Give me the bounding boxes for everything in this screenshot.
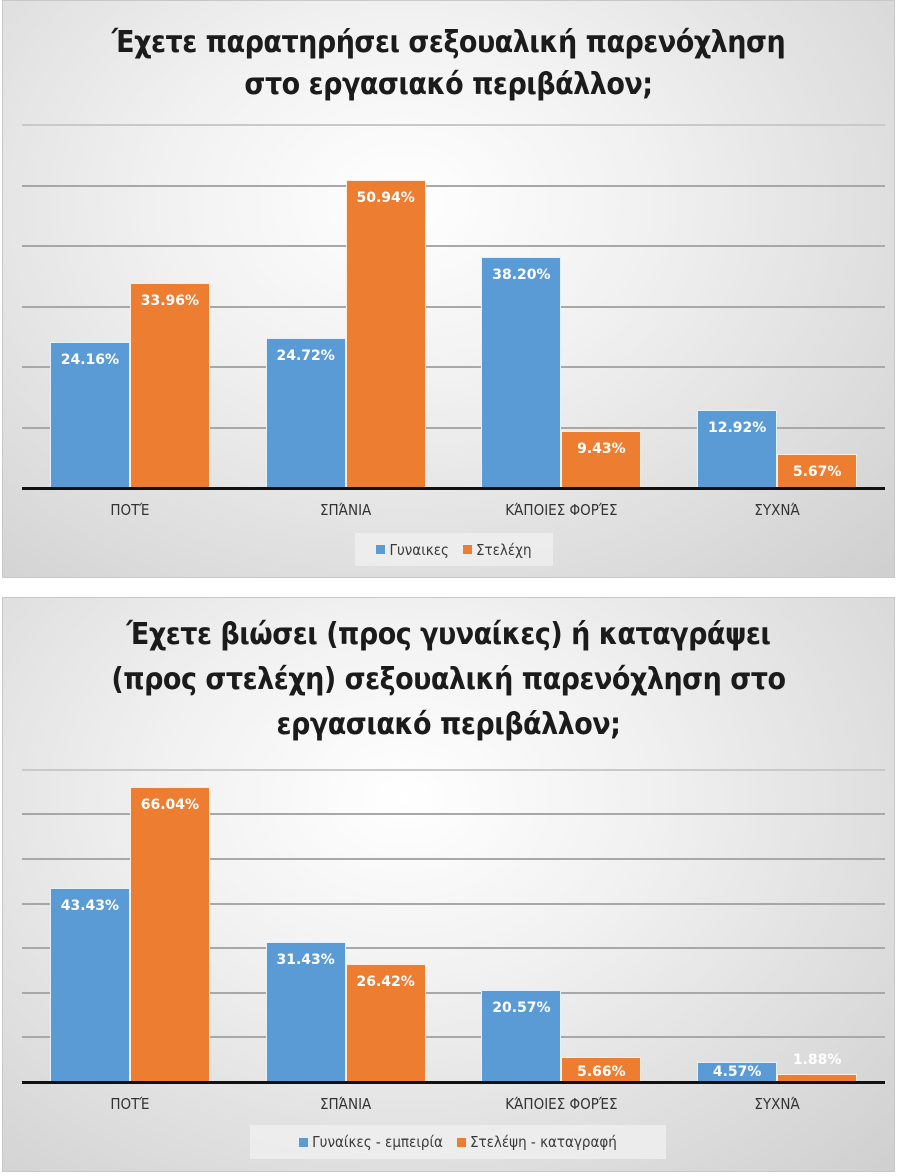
category-label: ΣΥΧΝΆ [754,501,800,519]
gridline [22,858,885,860]
data-label: 5.66% [577,1064,626,1080]
category-label: ΣΠΆΝΙΑ [319,1095,372,1113]
chart-title-line: εργασιακό περιβάλλον; [276,707,621,742]
gridline [22,426,885,429]
gridline [22,1036,885,1039]
data-label: 9.43% [577,440,626,457]
gridline [22,366,885,368]
data-label: 43.43% [60,898,120,915]
legend-item-executives: Στελέχη [462,540,532,559]
data-label: 24.72% [276,348,335,365]
data-label: 66.04% [140,797,200,814]
data-label: 33.96% [140,292,200,309]
data-label: 31.43% [276,951,335,968]
bar [561,430,642,488]
data-label: 50.94% [356,189,415,206]
bar [129,787,210,1082]
bar [129,282,210,488]
category-label: ΠΟΤΈ [110,1095,150,1113]
legend-label: Στελέχη [475,540,532,559]
chart-panel-experienced: Έχετε βιώσει (προς γυναίκες) ή καταγράψε… [2,597,895,1172]
legend-label: Στελέψη - καταγραφή [469,1133,617,1151]
bar [777,1073,858,1082]
bar [481,990,562,1082]
bar [345,964,426,1082]
chart-panel-observed: Έχετε παρατηρήσει σεξουαλική παρενόχληση… [2,0,895,578]
gridline [22,124,885,126]
gridline [22,991,885,994]
category-label: ΠΟΤΈ [110,501,150,519]
legend-swatch-blue-icon [299,1137,309,1147]
legend-swatch-blue-icon [376,545,386,554]
data-label: 5.67% [792,463,842,480]
legend-swatch-orange-icon [456,1137,466,1147]
bar [49,888,130,1082]
chart-title-line: Έχετε παρατηρήσει σεξουαλική παρενόχληση [111,25,786,60]
legend-swatch-orange-icon [462,545,472,554]
gridline [22,813,885,816]
bar [265,941,346,1082]
data-label: 12.92% [707,419,767,436]
legend-item-executives-record: Στελέψη - καταγραφή [456,1133,617,1151]
bar [481,256,562,488]
category-label: ΚΆΠΟΙΕΣ ΦΟΡΈΣ [505,501,618,519]
legend-label: Γυναικες [389,540,449,559]
gridline [22,947,885,950]
bar [265,338,346,488]
x-axis-line [22,487,885,490]
gridline [22,305,885,308]
bar [561,1056,642,1082]
bar [697,1061,778,1082]
data-label: 38.20% [492,266,551,283]
legend-item-women: Γυναικες [376,541,449,559]
x-axis-line [22,1081,885,1084]
data-label: 1.88% [792,1051,842,1068]
chart-title-line: (προς στελέχη) σεξουαλική παρενόχληση στ… [111,662,786,697]
plot-area: 24.16% 33.96% ΠΟΤΈ 24.72% 50.94% ΣΠΆΝΙΑ 38.20%… [22,0,885,578]
chart-title-line: στο εργασιακό περιβάλλον; [244,67,653,102]
category-label: ΣΥΧΝΆ [754,1095,800,1113]
category-label: ΣΠΆΝΙΑ [319,501,372,519]
gridline [22,768,885,771]
bar [697,409,778,488]
data-label: 4.57% [712,1064,762,1080]
chart-title: Έχετε βιώσει (προς γυναίκες) ή καταγράψε… [2,612,895,747]
bar [777,453,858,488]
legend-label: Γυναίκες - εμπειρία [312,1133,443,1151]
plot-area: 43.43% 66.04% ΠΟΤΈ 31.43% 26.42% ΣΠΆΝΙΑ 20.57%… [22,597,885,1172]
legend-item-women-experience: Γυναίκες - εμπειρία [299,1133,443,1151]
data-label: 26.42% [356,974,415,991]
chart-title: Έχετε παρατηρήσει σεξουαλική παρενόχληση… [2,22,895,106]
category-label: ΚΆΠΟΙΕΣ ΦΟΡΈΣ [505,1095,618,1113]
legend: Γυναικες Στελέχη [355,533,553,566]
chart-title-line: Έχετε βιώσει (προς γυναίκες) ή καταγράψε… [126,617,771,652]
gridline [22,245,885,247]
bar [49,341,130,488]
gridline [22,184,885,187]
data-label: 20.57% [492,1000,551,1017]
data-label: 24.16% [60,351,120,368]
legend: Γυναίκες - εμπειρία Στελέψη - καταγραφή [250,1125,666,1159]
gridline [22,902,885,905]
bar [345,179,426,488]
